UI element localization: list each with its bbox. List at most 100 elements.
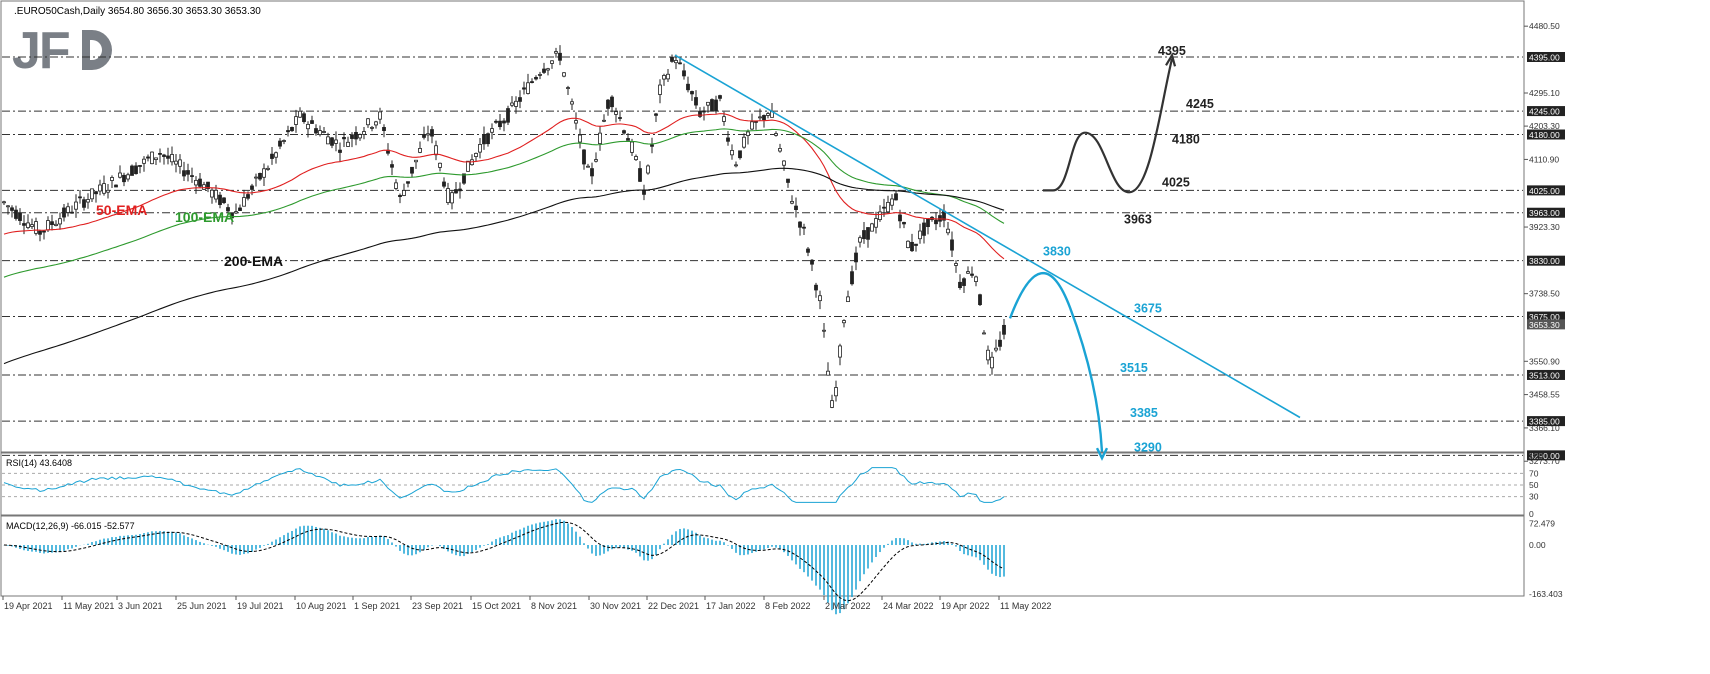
candle-body xyxy=(614,111,618,115)
candle-body xyxy=(254,176,258,179)
price-tick-label: 4203.30 xyxy=(1529,121,1560,131)
rsi-tick-label: 100 xyxy=(1529,451,1543,461)
candle-body xyxy=(142,158,146,164)
candle-body xyxy=(486,133,490,145)
macd-tick-label: -163.403 xyxy=(1529,589,1563,599)
candle-body xyxy=(758,116,762,119)
candle-body xyxy=(186,170,190,175)
candle-body xyxy=(354,132,358,140)
candle-body xyxy=(478,144,482,153)
candle-body xyxy=(66,206,70,213)
candle-body xyxy=(762,115,766,121)
candle-body xyxy=(382,127,386,131)
ema50-label: 50-EMA xyxy=(96,202,147,218)
candle-body xyxy=(698,110,702,117)
candle-body xyxy=(146,156,150,159)
candle-body xyxy=(218,194,222,205)
candle-body xyxy=(198,178,202,187)
candle-body xyxy=(454,189,458,194)
chart-header: .EURO50Cash,Daily 3654.80 3656.30 3653.3… xyxy=(14,6,261,17)
bullish-scenario-arrow xyxy=(1043,58,1174,194)
price-level-tag xyxy=(1527,185,1565,196)
candle-body xyxy=(378,111,382,120)
rsi-label: RSI(14) 43.6408 xyxy=(6,458,72,468)
price-tick-label: 3923.30 xyxy=(1529,222,1560,232)
candle-body xyxy=(338,149,342,153)
candle-body xyxy=(898,214,902,222)
candle-body xyxy=(794,205,798,211)
rsi-tick-label: 70 xyxy=(1529,468,1539,478)
candle-body xyxy=(238,207,242,211)
price-tick-label: 4480.50 xyxy=(1529,21,1560,31)
candle-body xyxy=(482,134,486,145)
candle-body xyxy=(746,131,750,136)
candle-body xyxy=(622,130,626,134)
candle-body xyxy=(74,201,78,210)
candle-body xyxy=(790,201,794,204)
price-level-tag-label: 3513.00 xyxy=(1529,370,1560,380)
candle-body xyxy=(586,165,590,168)
candle-body xyxy=(70,211,74,214)
candle-body xyxy=(718,95,722,99)
candle-body xyxy=(522,87,526,90)
rsi-tick-label: 50 xyxy=(1529,480,1539,490)
candle-body xyxy=(518,97,522,102)
candle-body xyxy=(670,56,674,62)
candle-body xyxy=(578,134,582,143)
candle-body xyxy=(550,60,554,64)
candle-body xyxy=(430,129,434,137)
candle-body xyxy=(110,177,114,181)
macd-panel xyxy=(0,515,1525,597)
candle-body xyxy=(450,192,454,204)
candle-body xyxy=(418,148,422,153)
rsi-line xyxy=(3,467,1005,503)
candle-body xyxy=(230,213,234,219)
x-tick-label: 19 Apr 2021 xyxy=(4,601,53,611)
candle-body xyxy=(606,99,610,109)
candle-body xyxy=(674,60,678,64)
candle-body xyxy=(462,173,466,184)
candle-body xyxy=(554,51,558,54)
ema200-line xyxy=(3,167,1005,365)
candle-body xyxy=(814,284,818,291)
x-tick-label: 8 Nov 2021 xyxy=(531,601,577,611)
candle-body xyxy=(262,168,266,178)
candle-body xyxy=(598,132,602,145)
candle-body xyxy=(618,117,622,119)
candle-body xyxy=(282,140,286,142)
price-tick-label: 3550.90 xyxy=(1529,356,1560,366)
candle-body xyxy=(426,133,430,136)
price-tick-label: 3273.70 xyxy=(1529,456,1560,466)
candle-body xyxy=(722,116,726,122)
price-level-tag xyxy=(1527,52,1565,62)
price-tick-label: 3458.55 xyxy=(1529,390,1560,400)
candle-body xyxy=(38,230,42,235)
ema100-line xyxy=(3,128,1005,278)
candle-body xyxy=(742,136,746,148)
level-annotation: 4395 xyxy=(1158,44,1186,58)
svg-text:JF: JF xyxy=(12,22,69,80)
candle-body xyxy=(18,212,22,221)
candle-body xyxy=(706,101,710,106)
candle-body xyxy=(350,134,354,139)
candle-body xyxy=(90,188,94,200)
candle-body xyxy=(402,190,406,196)
candle-body xyxy=(342,137,346,140)
candle-body xyxy=(654,113,658,116)
candle-body xyxy=(502,120,506,124)
candle-body xyxy=(690,91,694,95)
candle-body xyxy=(442,181,446,187)
candle-body xyxy=(510,102,514,106)
candle-body xyxy=(298,110,302,118)
level-annotation: 3385 xyxy=(1130,406,1158,420)
candle-body xyxy=(150,151,154,165)
price-level-tag xyxy=(1527,311,1565,322)
candle-body xyxy=(862,230,866,240)
candle-body xyxy=(994,347,998,351)
jfd-logo: JF xyxy=(12,22,112,80)
candle-body xyxy=(682,70,686,77)
candle-body xyxy=(998,339,1002,347)
candle-body xyxy=(766,113,770,116)
candle-body xyxy=(106,189,110,193)
candle-body xyxy=(918,230,922,240)
